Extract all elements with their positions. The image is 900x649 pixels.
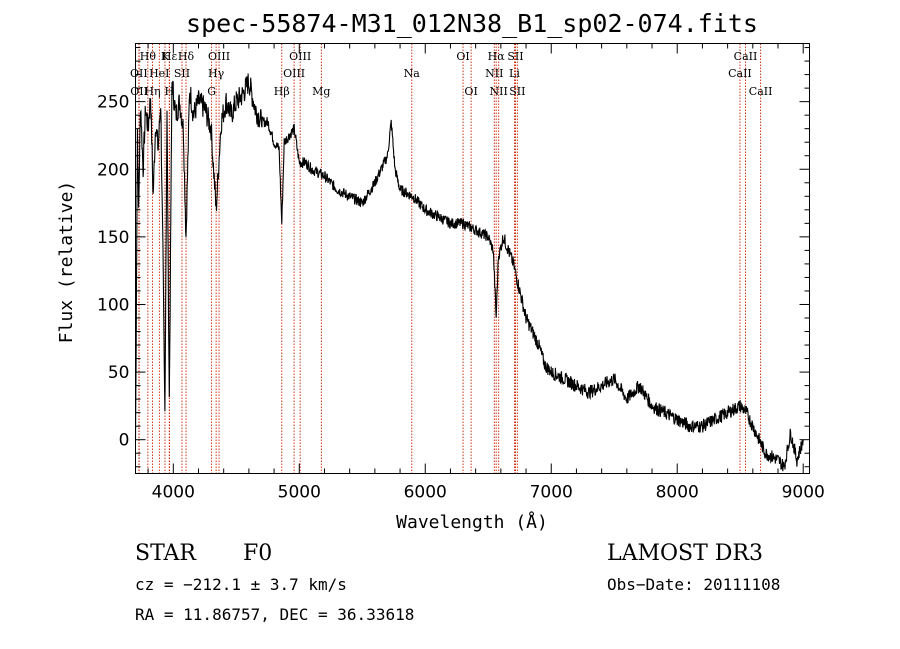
line-marker-label: Hε xyxy=(162,50,178,63)
line-marker-label: Hδ xyxy=(178,50,195,63)
y-axis-label: Flux (relative) xyxy=(56,181,77,344)
axis-ticks xyxy=(135,43,810,474)
line-marker-label: OIII xyxy=(283,67,305,80)
x-tick-label: 4000 xyxy=(152,483,195,503)
line-marker-label: NII xyxy=(485,67,503,80)
line-marker-label: Hη xyxy=(144,85,160,98)
line-marker-label: SII xyxy=(507,50,523,63)
line-marker-label: Hγ xyxy=(208,67,225,80)
line-marker-label: Li xyxy=(509,67,520,80)
line-marker-label: CaII xyxy=(734,50,758,63)
x-tick-label: 9000 xyxy=(782,483,825,503)
y-tick-label: 0 xyxy=(119,431,130,451)
ra-dec: RA = 11.86757, DEC = 36.33618 xyxy=(135,605,414,624)
x-tick-label: 8000 xyxy=(656,483,699,503)
line-marker-label: OIII xyxy=(208,50,230,63)
object-class: STAR xyxy=(135,541,197,566)
line-marker-label: Na xyxy=(404,67,421,80)
plot-frame xyxy=(135,43,810,474)
line-marker-label: SII xyxy=(174,67,190,80)
obs-date: Obs−Date: 20111108 xyxy=(607,575,780,594)
axis-tick-labels: 4000 5000 6000 7000 8000 9000 0 50 100 150 200 250 xyxy=(97,93,825,503)
line-marker-label: Hβ xyxy=(274,85,290,98)
y-tick-label: 50 xyxy=(108,363,130,383)
line-marker-label: OI xyxy=(464,85,477,98)
y-tick-label: 200 xyxy=(97,160,129,180)
y-tick-label: 250 xyxy=(97,93,129,113)
line-marker-label: Hθ xyxy=(140,50,157,63)
line-marker-label: CaII xyxy=(728,67,752,80)
spectrum-line xyxy=(134,73,804,472)
line-marker-label: Mg xyxy=(312,85,330,98)
x-tick-label: 7000 xyxy=(530,483,573,503)
x-tick-label: 6000 xyxy=(404,483,447,503)
line-marker-label: OI xyxy=(456,50,469,63)
survey-name: LAMOST DR3 xyxy=(607,541,763,566)
chart-title: spec-55874-M31_012N38_B1_sp02-074.fits xyxy=(186,9,758,38)
line-marker-label: CaII xyxy=(749,85,773,98)
line-marker-label: Hα xyxy=(488,50,506,63)
line-marker-label: G xyxy=(207,85,216,98)
line-marker-label: H xyxy=(164,85,174,98)
y-tick-label: 100 xyxy=(97,295,129,315)
y-tick-label: 150 xyxy=(97,228,129,248)
line-marker-label: K xyxy=(161,50,170,63)
object-subclass: F0 xyxy=(243,541,272,566)
line-marker-label: SII xyxy=(509,85,525,98)
line-marker-label: OII xyxy=(130,85,148,98)
line-marker-label: HeI xyxy=(149,67,169,80)
line-marker-label: NII xyxy=(490,85,508,98)
line-marker-label: OII xyxy=(130,67,148,80)
line-marker-label: OIII xyxy=(289,50,311,63)
redshift-cz: cz = −212.1 ± 3.7 km/s xyxy=(135,575,347,594)
x-tick-label: 5000 xyxy=(278,483,321,503)
x-axis-label: Wavelength (Å) xyxy=(396,511,548,533)
